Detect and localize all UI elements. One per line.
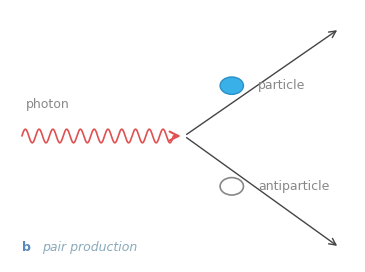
Circle shape bbox=[220, 178, 243, 195]
Text: b: b bbox=[22, 241, 31, 254]
Text: pair production: pair production bbox=[42, 241, 137, 254]
Text: antiparticle: antiparticle bbox=[258, 180, 330, 193]
Circle shape bbox=[220, 77, 243, 94]
Text: particle: particle bbox=[258, 79, 306, 92]
Text: photon: photon bbox=[26, 98, 69, 111]
